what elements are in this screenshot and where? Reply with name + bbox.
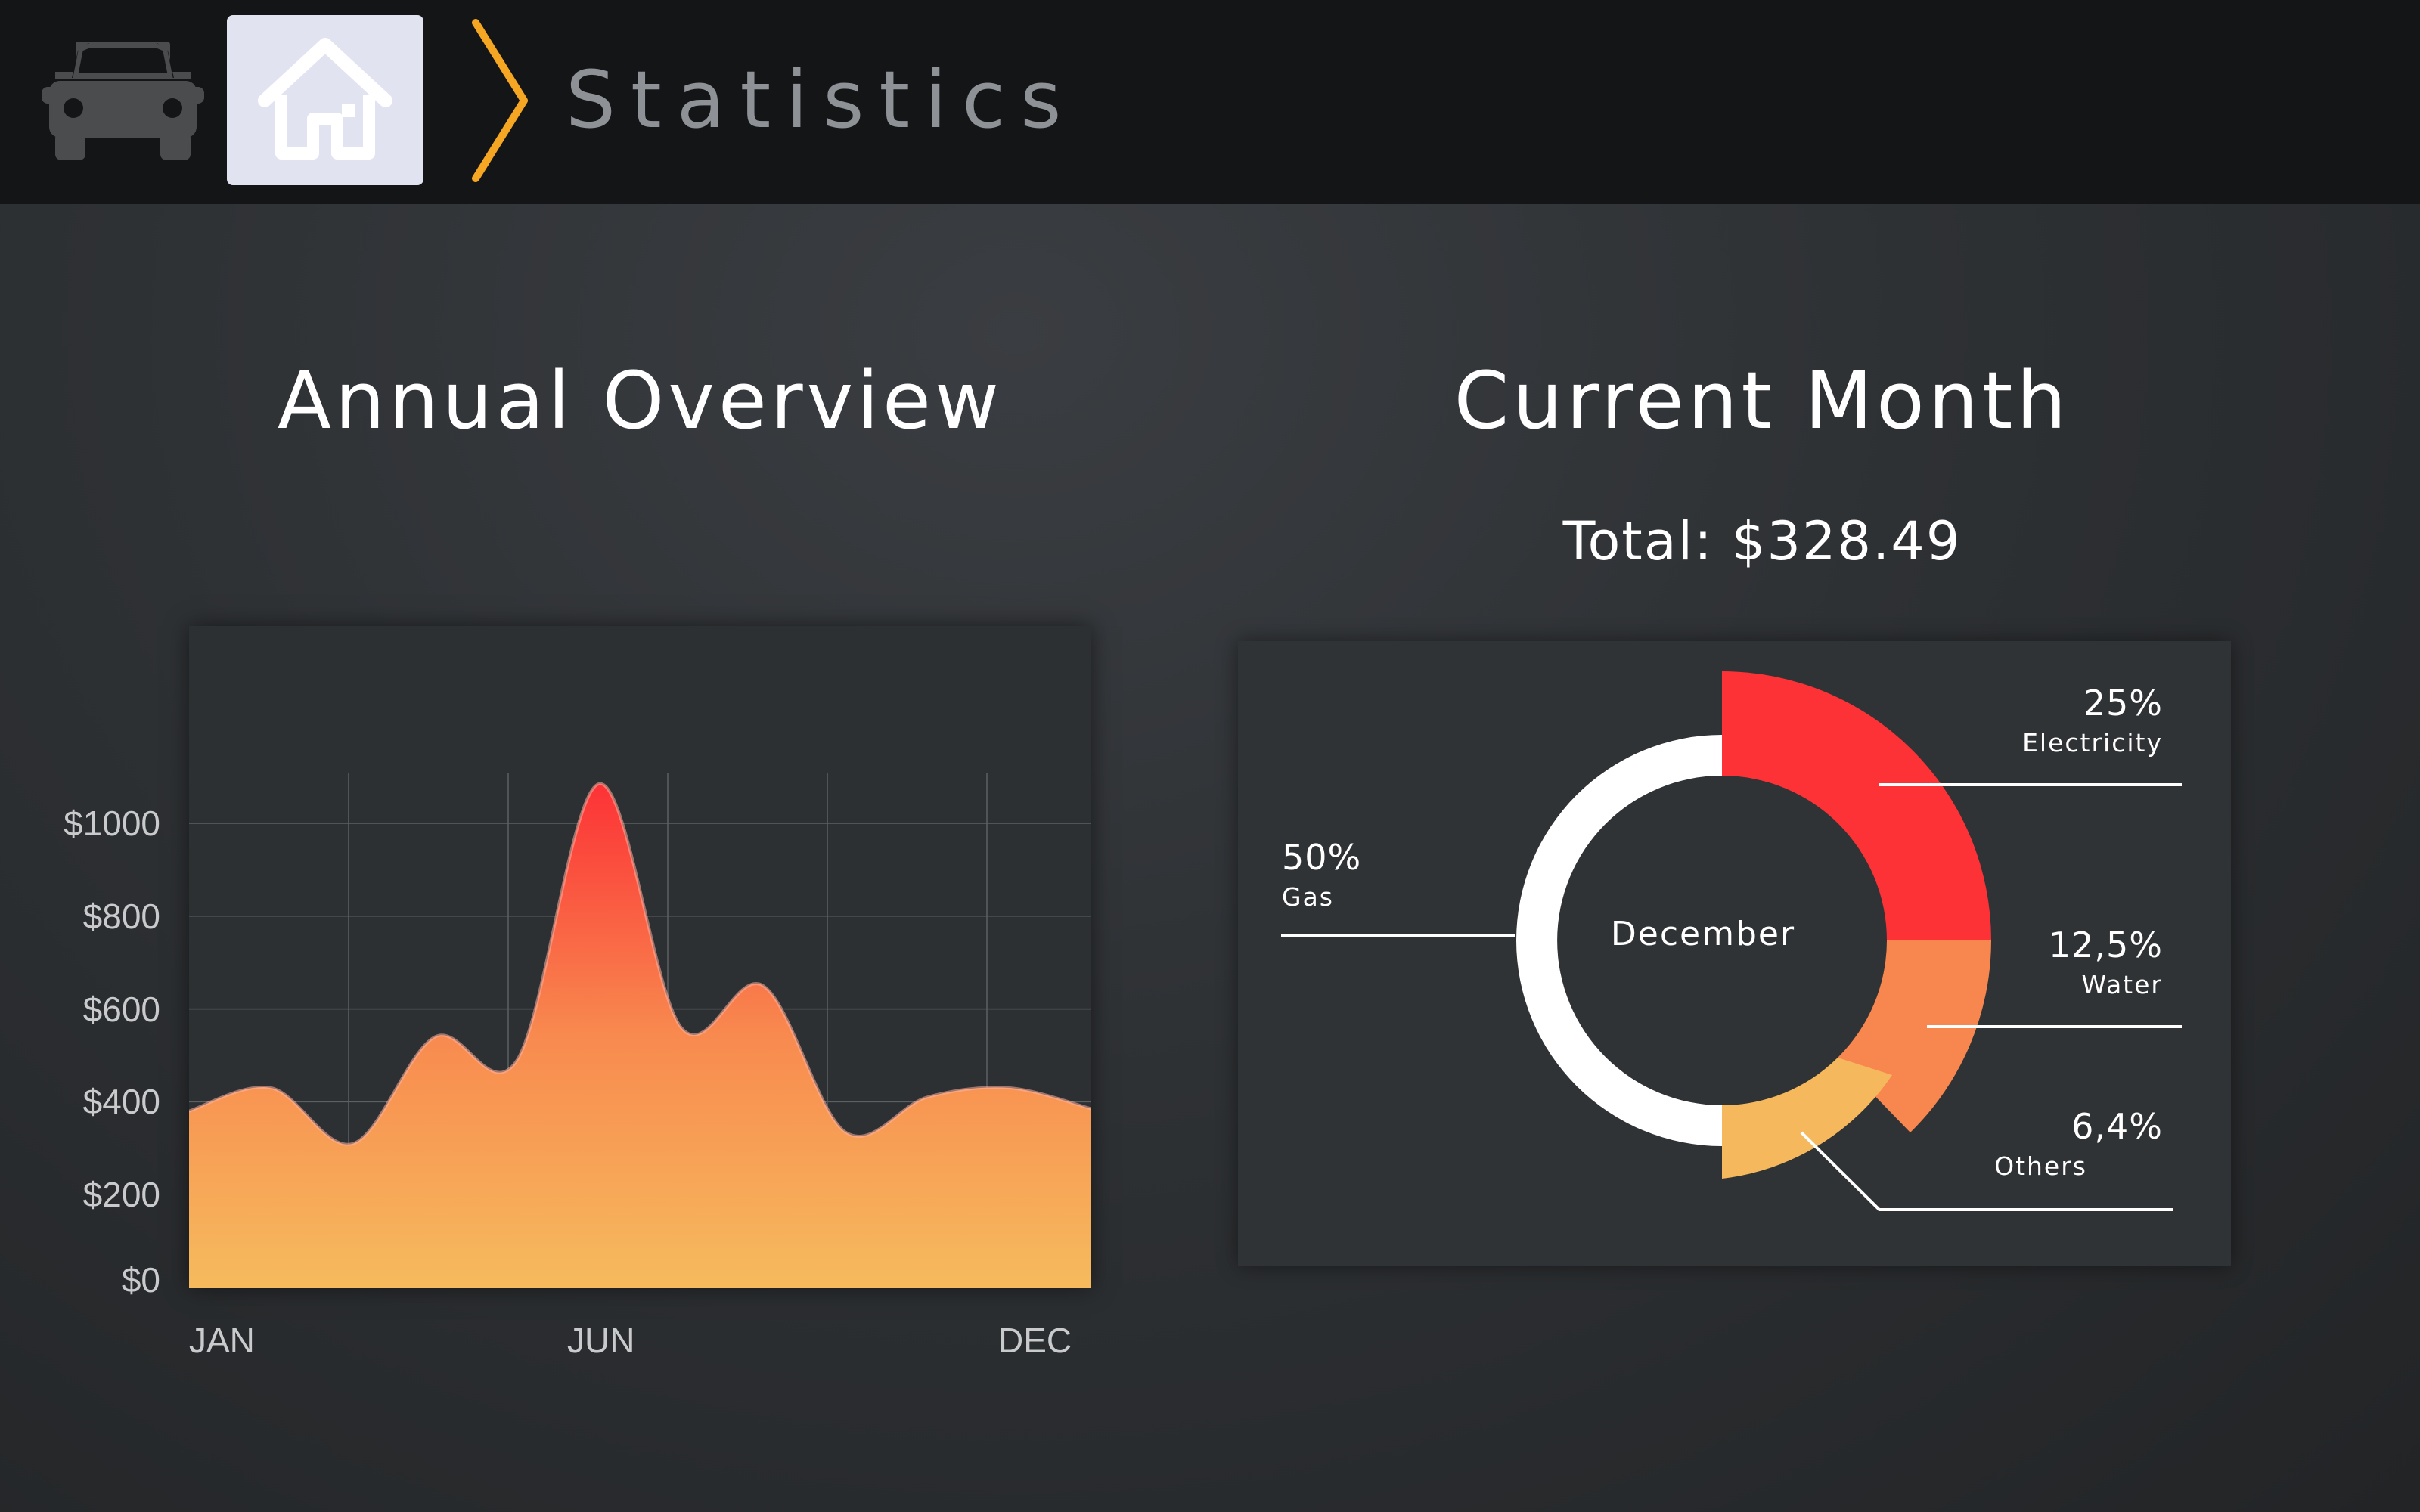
chevron-right-icon (472, 19, 528, 182)
water-label: Water (2081, 970, 2163, 999)
slice-electricity[interactable] (1722, 671, 1991, 940)
electricity-label: Electricity (2022, 728, 2163, 758)
donut-chart-svg (1281, 671, 2182, 1211)
y-tick-label: $800 (82, 896, 160, 936)
others-percent: 6,4% (2071, 1106, 2163, 1147)
y-tick-label: $0 (121, 1260, 160, 1300)
car-button[interactable] (42, 34, 204, 174)
donut-center-label: December (1610, 915, 1796, 953)
gas-percent: 50% (1282, 837, 1362, 878)
x-tick-jun: JUN (567, 1321, 635, 1360)
current-month-chart: December 25% Electricity 12,5% Water 6,4… (1238, 641, 2231, 1266)
month-total: Total: $328.49 (1562, 510, 1962, 572)
annual-chart (189, 626, 1091, 1288)
y-tick-label: $200 (82, 1175, 160, 1215)
x-tick-dec: DEC (998, 1321, 1072, 1360)
y-tick-label: $1000 (64, 804, 160, 843)
x-tick-jan: JAN (189, 1321, 255, 1360)
y-tick-label: $600 (82, 989, 160, 1029)
current-month-title: Current Month (1454, 355, 2071, 447)
others-label: Others (1994, 1151, 2087, 1181)
gas-label: Gas (1282, 882, 1334, 912)
electricity-percent: 25% (2083, 683, 2163, 723)
home-button[interactable] (227, 15, 424, 185)
car-icon (42, 42, 204, 160)
page-title: Statistics (566, 54, 1077, 146)
water-percent: 12,5% (2048, 925, 2163, 965)
annual-overview-title: Annual Overview (277, 355, 1004, 447)
home-icon (258, 38, 392, 160)
leader-others (1800, 1131, 2173, 1211)
slice-others[interactable] (1722, 1058, 1892, 1179)
top-bar: Statistics (0, 0, 2420, 204)
area-chart-svg (189, 773, 1091, 1288)
area-series-line (189, 782, 1091, 1146)
area-series (189, 783, 1091, 1288)
y-tick-label: $400 (82, 1082, 160, 1122)
slice-gas[interactable] (1516, 735, 1722, 1146)
